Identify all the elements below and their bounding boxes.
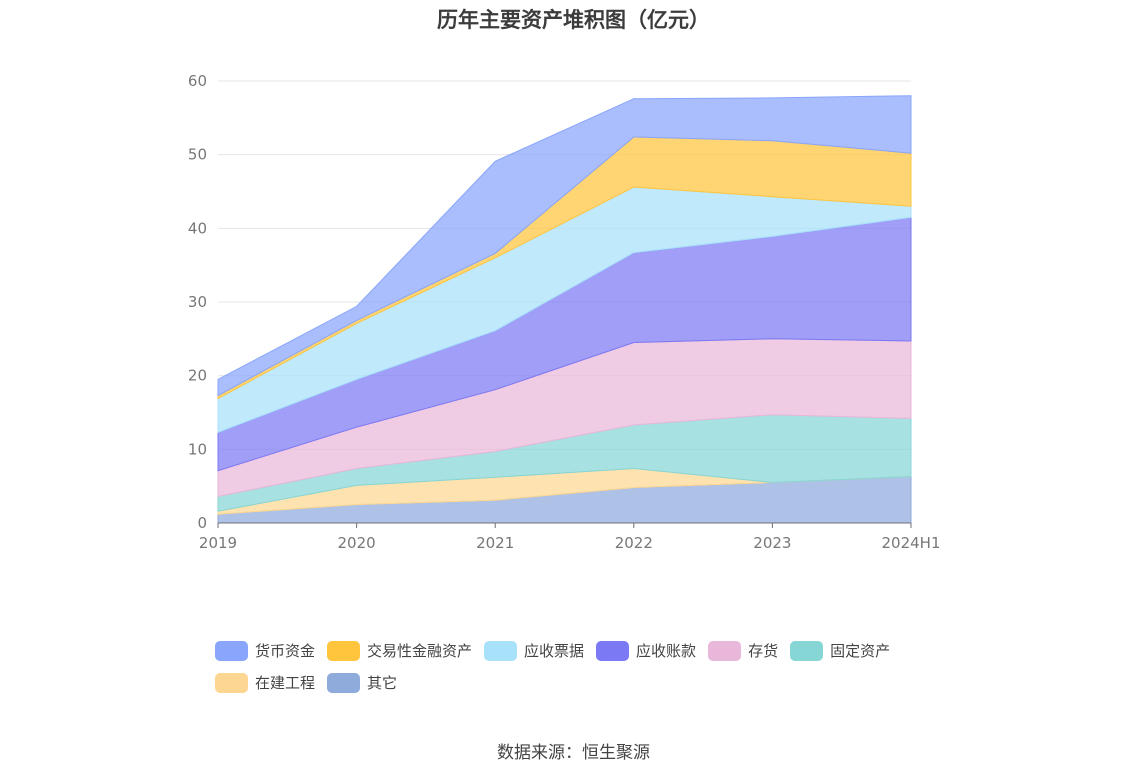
legend-swatch	[790, 640, 824, 661]
chart-legend: 货币资金 交易性金融资产 应收票据 应收账款 存货 固定资产在建工程 其它	[215, 640, 975, 693]
area-series	[217, 95, 912, 397]
legend-item[interactable]: 固定资产	[790, 640, 890, 661]
legend-swatch	[327, 640, 361, 661]
legend-label: 存货	[748, 642, 779, 660]
y-tick-label: 30	[188, 293, 207, 311]
stacked-area-chart: 0 10 20 30 40 50 60 2019 2020 2021 2022 2023 2024H1	[188, 72, 941, 552]
legend-item[interactable]: 货币资金	[215, 640, 315, 661]
legend-item[interactable]: 应收票据	[484, 640, 584, 661]
data-source: 数据来源：恒生聚源	[497, 743, 650, 763]
x-tick-label: 2020	[338, 534, 376, 552]
legend-label: 应收账款	[636, 642, 697, 660]
chart-title: 历年主要资产堆积图（亿元）	[437, 8, 710, 32]
y-tick-label: 60	[188, 72, 207, 90]
y-tick-label: 40	[188, 219, 207, 237]
x-tick-label: 2024H1	[882, 534, 941, 552]
legend-swatch	[327, 672, 361, 693]
legend-swatch	[596, 640, 630, 661]
legend-label: 应收票据	[524, 642, 585, 660]
legend-item[interactable]: 其它	[327, 672, 397, 693]
x-tick-label: 2019	[199, 534, 237, 552]
y-tick-label: 10	[188, 440, 207, 458]
legend-item[interactable]: 交易性金融资产	[327, 640, 472, 661]
x-tick-label: 2023	[753, 534, 791, 552]
x-tick-label: 2021	[476, 534, 514, 552]
legend-label: 固定资产	[830, 642, 891, 660]
y-tick-label: 20	[188, 367, 207, 385]
legend-item[interactable]: 应收账款	[596, 640, 696, 661]
legend-label: 货币资金	[255, 642, 316, 660]
y-tick-label: 0	[197, 514, 207, 532]
y-tick-label: 50	[188, 146, 207, 164]
legend-label: 交易性金融资产	[367, 642, 473, 660]
legend-swatch	[708, 640, 742, 661]
x-tick-label: 2022	[615, 534, 653, 552]
legend-item[interactable]: 在建工程	[215, 672, 315, 693]
legend-swatch	[215, 672, 248, 693]
legend-label: 其它	[367, 674, 398, 692]
legend-item[interactable]: 存货	[708, 640, 778, 661]
legend-swatch	[484, 640, 518, 661]
legend-label: 在建工程	[255, 674, 316, 692]
legend-swatch	[215, 640, 248, 661]
